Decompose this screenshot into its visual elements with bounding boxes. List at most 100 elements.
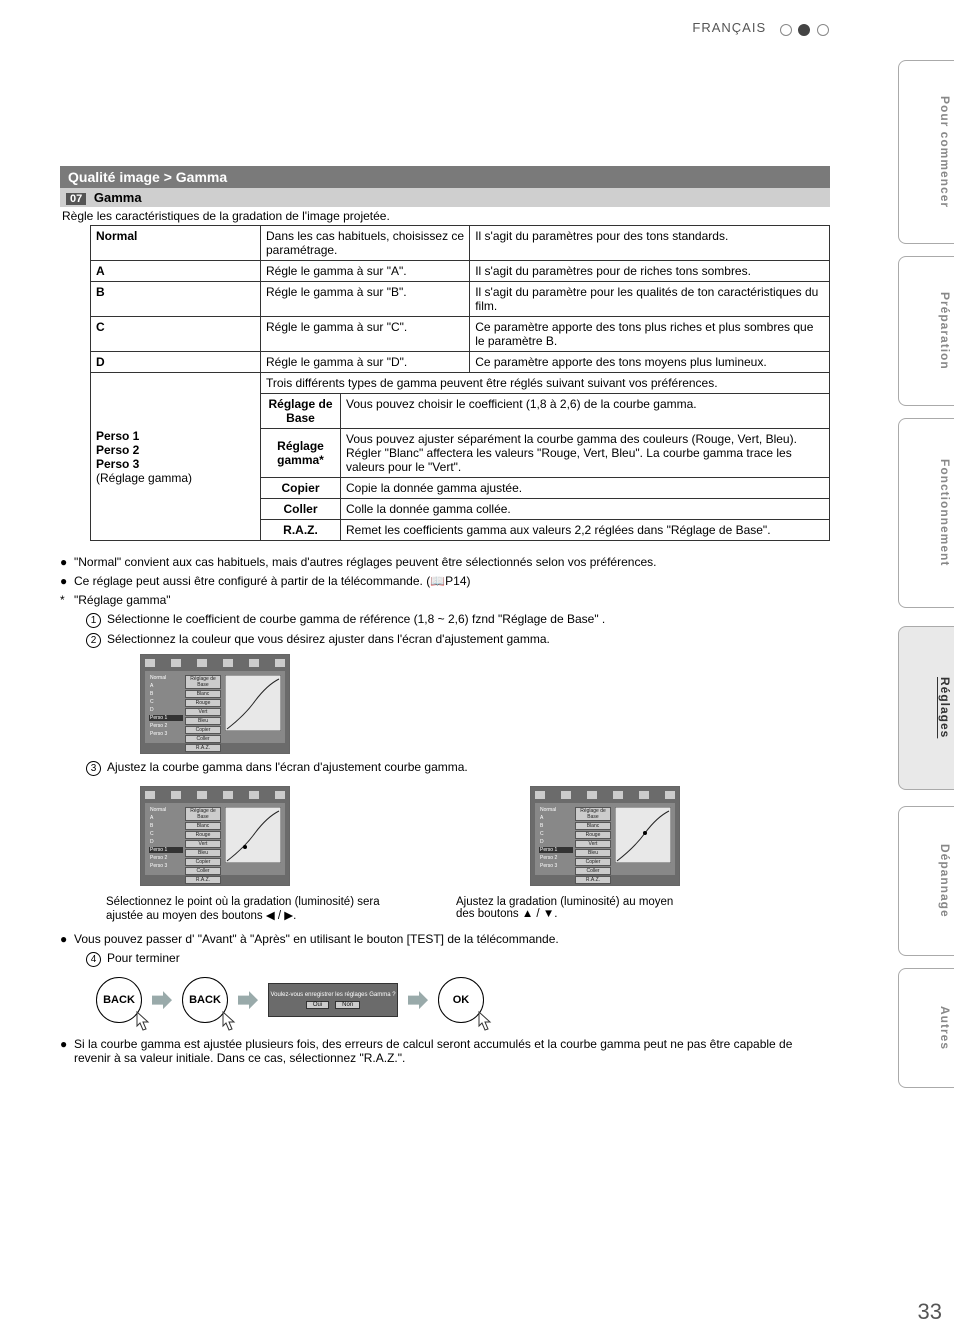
caption-right: Ajustez la gradation (luminosité) au moy… bbox=[456, 896, 696, 922]
cell-desc: Régle le gamma à sur "A". bbox=[261, 261, 470, 282]
note-text: "Réglage gamma" bbox=[74, 593, 830, 607]
step-number-icon: 1 bbox=[86, 613, 101, 628]
table-row: D Régle le gamma à sur "D". Ce paramètre… bbox=[91, 352, 830, 373]
perso-row-desc: Vous pouvez ajuster séparément la courbe… bbox=[341, 429, 830, 478]
step-text: Sélectionnez la couleur que vous désirez… bbox=[107, 632, 830, 648]
section-title: Qualité image > Gamma bbox=[68, 169, 227, 185]
page-number: 33 bbox=[918, 1299, 942, 1325]
cell-desc: Régle le gamma à sur "B". bbox=[261, 282, 470, 317]
step-number-icon: 2 bbox=[86, 633, 101, 648]
lang-dot-active bbox=[798, 24, 810, 36]
lang-dot bbox=[780, 24, 792, 36]
section-subtitle: Gamma bbox=[94, 190, 142, 205]
section-title-bar: Qualité image > Gamma bbox=[60, 166, 830, 188]
tab-label: Fonctionnement bbox=[938, 459, 952, 566]
tab-autres[interactable]: Autres bbox=[898, 968, 954, 1088]
cell-name: B bbox=[91, 282, 261, 317]
tab-depannage[interactable]: Dépannage bbox=[898, 806, 954, 956]
button-flow: BACK BACK Voulez-vous enregistrer les ré… bbox=[96, 977, 830, 1023]
ok-button-label: OK bbox=[453, 994, 470, 1006]
perso-row-name: R.A.Z. bbox=[261, 520, 341, 541]
perso-label-note: (Réglage gamma) bbox=[96, 471, 192, 485]
perso-row-desc: Remet les coefficients gamma aux valeurs… bbox=[341, 520, 830, 541]
cell-desc: Régle le gamma à sur "C". bbox=[261, 317, 470, 352]
perso-label: Perso 2 bbox=[96, 443, 139, 457]
cell-note: Ce paramètre apporte des tons moyens plu… bbox=[470, 352, 830, 373]
perso-label: Perso 3 bbox=[96, 457, 139, 471]
osd-screenshot: NormalABCDPerso 1Perso 2Perso 3 Réglage … bbox=[140, 654, 290, 754]
tab-reglages[interactable]: Réglages bbox=[898, 626, 954, 790]
perso-row-name: Coller bbox=[261, 499, 341, 520]
cell-name: D bbox=[91, 352, 261, 373]
side-tabs: Pour commencer Préparation Fonctionnemen… bbox=[894, 0, 954, 1339]
lang-dot bbox=[817, 24, 829, 36]
cell-name: A bbox=[91, 261, 261, 282]
bullet-icon: ● bbox=[60, 574, 74, 588]
perso-row-desc: Vous pouvez choisir le coefficient (1,8 … bbox=[341, 394, 830, 429]
cell-note: Il s'agit du paramètres pour des tons st… bbox=[470, 226, 830, 261]
osd-screenshot: NormalABCDPerso 1Perso 2Perso 3 Réglage … bbox=[530, 786, 680, 886]
step-text: Sélectionne le coefficient de courbe gam… bbox=[107, 612, 830, 628]
ok-button[interactable]: OK bbox=[438, 977, 484, 1023]
osd-screenshot: NormalABCDPerso 1Perso 2Perso 3 Réglage … bbox=[140, 786, 290, 886]
gamma-table: Normal Dans les cas habituels, choisisse… bbox=[90, 225, 830, 541]
tab-label: Autres bbox=[938, 1006, 952, 1050]
caption-left: Sélectionnez le point où la gradation (l… bbox=[106, 896, 406, 922]
language-dots bbox=[779, 21, 830, 36]
bullet-icon: ● bbox=[60, 932, 74, 946]
perso-label: Perso 1 bbox=[96, 429, 139, 443]
cell-desc: Régle le gamma à sur "D". bbox=[261, 352, 470, 373]
cell-note: Ce paramètre apporte des tons plus riche… bbox=[470, 317, 830, 352]
section-number: 07 bbox=[66, 193, 86, 205]
note-text: "Normal" convient aux cas habituels, mai… bbox=[74, 555, 830, 569]
cursor-icon bbox=[221, 1010, 237, 1032]
note-text: Si la courbe gamma est ajustée plusieurs… bbox=[74, 1037, 830, 1065]
perso-label-cell: Perso 1 Perso 2 Perso 3 (Réglage gamma) bbox=[91, 373, 261, 541]
bullet-icon: ● bbox=[60, 1037, 74, 1065]
language-label: FRANÇAIS bbox=[692, 20, 766, 35]
confirm-yes[interactable]: Oui bbox=[306, 1001, 329, 1009]
perso-row-desc: Colle la donnée gamma collée. bbox=[341, 499, 830, 520]
cell-note: Il s'agit du paramètre pour les qualités… bbox=[470, 282, 830, 317]
language-header: FRANÇAIS bbox=[60, 20, 830, 36]
cell-name: C bbox=[91, 317, 261, 352]
arrow-right-icon bbox=[238, 991, 258, 1009]
confirm-no[interactable]: Non bbox=[335, 1001, 360, 1009]
cursor-icon bbox=[135, 1010, 151, 1032]
perso-row-name: Réglage gamma* bbox=[261, 429, 341, 478]
notes-section: ●"Normal" convient aux cas habituels, ma… bbox=[60, 555, 830, 1065]
confirm-dialog: Voulez-vous enregistrer les réglages Gam… bbox=[268, 983, 398, 1017]
back-button[interactable]: BACK bbox=[96, 977, 142, 1023]
step-text: Ajustez la courbe gamma dans l'écran d'a… bbox=[107, 760, 830, 776]
perso-row-name: Copier bbox=[261, 478, 341, 499]
tab-label: Pour commencer bbox=[938, 96, 952, 208]
cursor-icon bbox=[477, 1010, 493, 1032]
tab-pour-commencer[interactable]: Pour commencer bbox=[898, 60, 954, 244]
back-button[interactable]: BACK bbox=[182, 977, 228, 1023]
arrow-right-icon bbox=[408, 991, 428, 1009]
cell-desc: Dans les cas habituels, choisissez ce pa… bbox=[261, 226, 470, 261]
note-text: Ce réglage peut aussi être configuré à p… bbox=[74, 574, 830, 588]
star-icon: * bbox=[60, 593, 74, 607]
perso-row-name: Réglage de Base bbox=[261, 394, 341, 429]
back-button-label: BACK bbox=[189, 994, 221, 1006]
step-text: Pour terminer bbox=[107, 951, 830, 967]
arrow-right-icon bbox=[152, 991, 172, 1009]
tab-fonctionnement[interactable]: Fonctionnement bbox=[898, 418, 954, 608]
section-intro: Règle les caractéristiques de la gradati… bbox=[60, 207, 830, 225]
step-number-icon: 4 bbox=[86, 952, 101, 967]
bullet-icon: ● bbox=[60, 555, 74, 569]
tab-preparation[interactable]: Préparation bbox=[898, 256, 954, 406]
step-number-icon: 3 bbox=[86, 761, 101, 776]
table-row: B Régle le gamma à sur "B". Il s'agit du… bbox=[91, 282, 830, 317]
table-row: C Régle le gamma à sur "C". Ce paramètre… bbox=[91, 317, 830, 352]
tab-label: Dépannage bbox=[938, 844, 952, 918]
cell-note: Il s'agit du paramètres pour de riches t… bbox=[470, 261, 830, 282]
table-row: Perso 1 Perso 2 Perso 3 (Réglage gamma) … bbox=[91, 373, 830, 394]
tab-label: Préparation bbox=[938, 292, 952, 370]
perso-top-note: Trois différents types de gamma peuvent … bbox=[261, 373, 830, 394]
section-sub-bar: 07 Gamma bbox=[60, 188, 830, 207]
cell-name: Normal bbox=[91, 226, 261, 261]
tab-label: Réglages bbox=[938, 677, 952, 738]
confirm-text: Voulez-vous enregistrer les réglages Gam… bbox=[270, 992, 395, 998]
